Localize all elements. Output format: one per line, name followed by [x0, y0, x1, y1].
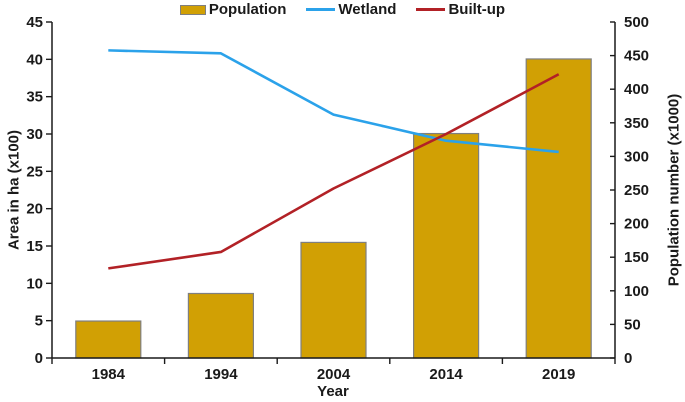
right-tick-label: 150	[624, 249, 649, 266]
right-tick-label: 450	[624, 48, 649, 65]
right-tick-label: 500	[624, 14, 649, 31]
left-tick-label: 10	[26, 275, 43, 292]
left-tick-label: 35	[26, 89, 43, 106]
left-tick-label: 40	[26, 51, 43, 68]
legend-item-builtup: Built-up	[416, 1, 505, 18]
left-tick-label: 25	[26, 163, 43, 180]
wetland-line-swatch	[306, 8, 336, 11]
bar-2019	[525, 58, 592, 359]
left-tick-label: 30	[26, 126, 43, 143]
x-axis-title: Year	[317, 383, 349, 400]
left-tick-label: 5	[35, 313, 43, 330]
right-tick-label: 300	[624, 148, 649, 165]
x-tick-label: 1984	[92, 366, 126, 383]
builtup-line-swatch	[416, 8, 446, 11]
right-tick-label: 350	[624, 115, 649, 132]
right-tick-label: 50	[624, 316, 641, 333]
left-tick-label: 20	[26, 201, 43, 218]
bars-population	[75, 58, 592, 359]
x-tick-label: 2019	[542, 366, 575, 383]
right-tick-label: 0	[624, 350, 632, 367]
left-tick-label: 45	[26, 14, 43, 31]
legend-item-wetland: Wetland	[306, 1, 396, 18]
right-tick-label: 100	[624, 283, 649, 300]
bar-2004	[300, 241, 367, 359]
right-axis-ticks: 0 50 100 150 200 250 300 350 400 450 500	[610, 14, 649, 367]
x-axis-ticks: 1984 1994 2004 2014 2019	[51, 358, 616, 383]
population-bar-swatch	[179, 4, 206, 15]
x-tick-label: 2004	[317, 366, 351, 383]
bar-1994	[187, 292, 254, 359]
legend-item-population: Population	[179, 1, 287, 18]
bar-1984	[75, 320, 142, 359]
left-tick-label: 15	[26, 238, 43, 255]
right-tick-label: 400	[624, 81, 649, 98]
right-tick-label: 200	[624, 216, 649, 233]
bar-2014	[413, 132, 480, 359]
line-wetland	[108, 49, 559, 154]
left-axis-ticks: 0 5 10 15 20 25 30 35 40 45	[26, 14, 52, 367]
left-tick-label: 0	[35, 350, 43, 367]
line-built-up	[108, 73, 560, 270]
left-axis-title: Area in ha (x100)	[5, 129, 23, 251]
right-axis-title: Population number (x1000)	[665, 93, 683, 287]
right-tick-label: 250	[624, 182, 649, 199]
x-tick-label: 1994	[204, 366, 238, 383]
legend-label-wetland: Wetland	[338, 1, 397, 18]
x-tick-label: 2014	[429, 366, 463, 383]
legend: Population Wetland Built-up	[0, 1, 685, 18]
legend-label-population: Population	[208, 1, 287, 18]
legend-label-builtup: Built-up	[448, 1, 506, 18]
